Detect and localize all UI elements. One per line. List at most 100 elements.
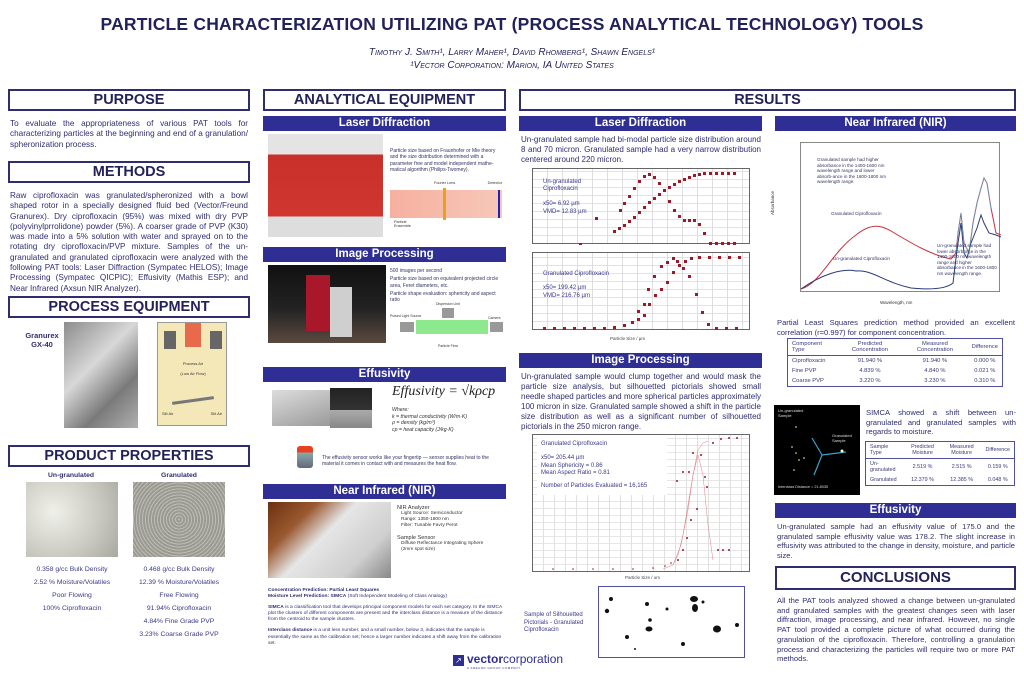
laser-chart2-points [543,256,741,330]
poster-title: PARTICLE CHARACTERIZATION UTILIZING PAT … [100,14,924,34]
simca-text: is a classification tool that develops p… [268,605,503,623]
filter-left [164,331,176,349]
dispersion-unit-label: Dispersion Unit [436,302,460,306]
property-item: 0.358 g/cc Bulk Density [36,566,108,573]
rotor-disc [171,396,215,405]
pls-table: Component Type Predicted Concentration M… [788,339,1002,386]
x50-stat: x50= 205.44 µm [541,455,585,461]
detector-label: Detector [487,181,502,185]
chart-label: Granulated Ciprofloxacin [541,441,608,447]
nir-equipment-bar: Near Infrared (NIR) [263,484,506,499]
effusivity-sensor-photo [297,446,313,468]
dispersion-unit-box [442,308,454,318]
qicpic-panel [330,287,352,337]
process-equipment-heading: PROCESS EQUIPMENT [8,296,250,318]
low-air-flow-label: (Low Air Flow) [180,371,206,376]
table-header: Sample Type Predicted Moisture Measured … [866,442,1014,459]
interclass-term: Interclass distance [268,628,313,634]
nir-series-ungranulated-label: Un-granulated Ciprofloxacin [833,256,890,261]
laser-xlabel: Particle Size / µm [610,336,646,341]
analyzer-specs: Light Source: Semiconductor Range: 1350-… [397,511,507,529]
table-row: Granulated 12.379 % 12.385 % 0.048 % [866,475,1014,485]
laptop-photo [330,388,372,428]
simca-text: SIMCA showed a shift between un-granulat… [866,408,1016,436]
granurex-diagram: Process Air (Low Air Flow) Slit Air Slit… [157,322,227,426]
spec: (2mm spot size) [401,547,436,552]
chart-vmd: VMD= 216.76 µm [543,293,590,299]
laser-chart-ungranulated: Un-granulated Ciprofloxacin x50= 6.92 µm… [532,168,750,245]
helos-photo [268,134,383,237]
silhouette-particles [604,596,739,650]
cell: Ciprofloxacin [792,358,826,364]
logo-bold: vector [467,652,504,666]
moisture-label: Moisture Level Prediction: SIMCA [268,594,347,600]
header-cell: Component Type [792,341,822,353]
header-cell: Difference [971,344,998,350]
logo-tagline: A FREUND GROUP COMPANY [467,666,521,670]
image-processing-bullets: 500 images per second Particle size base… [390,268,505,303]
cell: Fine PVP [792,368,817,374]
pls-text: Partial Least Squares prediction method … [777,318,1015,337]
where-label: Where: [392,407,409,413]
table-row: Un-granulated 2.519 % 2.515 % 0.159 % [866,459,1014,476]
methods-text: Raw ciprofloxacin was granulated/spheron… [10,191,248,293]
sensor-specs: Diffuse Reflectance Integrating Sphere (… [397,541,507,553]
cell: 12.385 % [950,477,974,483]
property-item: 100% Ciprofloxacin [42,605,102,612]
logo-arrow-icon: ↗ [453,655,464,666]
cell: 3.230 % [924,378,946,384]
definition: cp = heat capacity (J/kg·K) [392,426,454,433]
slit-air-right-label: Slit Air [210,411,222,416]
cell: 0.021 % [974,368,996,374]
nir-annotation-top: Granulated sample had higher absorbance … [817,157,886,185]
slit-air-left-label: Slit Air [162,411,174,416]
results-image-bar: Image Processing [519,353,762,368]
results-nir-bar: Near Infrared (NIR) [775,116,1016,131]
header-cell: Difference [985,447,1010,453]
property-item: 2.52 % Moisture/Volatiles [33,579,111,586]
spec: Range: 1350-1800 nm [401,517,449,522]
image-processing-bar: Image Processing [263,247,506,262]
bullet: Particle size based on equivalent projec… [390,276,499,289]
table-row: Coarse PVP 3.220 % 3.230 % 0.310 % [788,376,1002,386]
cell: 0.000 % [974,358,996,364]
spec: Diffuse Reflectance Integrating Sphere [401,541,484,546]
fourier-lens [443,188,446,220]
nir-chart: Granulated sample had higher absorbance … [800,142,1002,292]
detector [498,190,500,218]
results-laser-bar: Laser Diffraction [519,116,762,131]
cell: 0.048 % [987,477,1008,483]
laser-description: Particle size based on Fraunhofer or Mie… [390,148,496,173]
table-row: Fine PVP 4.839 % 4.840 % 0.021 % [788,366,1002,376]
property-item: 0.468 g/cc Bulk Density [143,566,215,573]
bullet: Particle shape evaluation: sphericity an… [390,290,496,304]
sample-sensor-label: Sample Sensor [397,535,436,541]
aspect-stat: Mean Aspect Ratio = 0.81 [541,470,610,476]
laser-chart-granulated: Granulated Ciprofloxacin x50= 199.42 µm … [532,252,750,330]
property-item: 91.94% Ciprofloxacin [146,605,212,612]
simca-term: SIMCA [268,605,284,611]
process-air-label: Process Air [182,361,204,366]
results-effusivity-bar: Effusivity [775,503,1016,518]
property-item: 12.39 % Moisture/Volatiles [138,579,220,586]
nir-method-notes: Concentration Prediction: Partial Least … [268,588,506,647]
silhouette-image [598,586,745,658]
cell: 91.940 % [922,358,948,364]
cell: 4.840 % [924,368,946,374]
simca-granulated-label: Granulated Sample [832,433,852,443]
count-stat: Number of Particles Evaluated = 16,165 [541,482,648,489]
cell: 2.515 % [951,464,972,470]
qicpic-xlabel: Particle Size / um [625,575,661,580]
ungranulated-photo [26,482,118,557]
camera-box [490,322,503,332]
qicpic-chart-points [552,437,738,570]
header-cell: Measured Concentration [916,341,953,353]
purpose-text: To evaluate the appropriateness of vario… [10,119,248,149]
spec: Light Source: Semiconductor [401,511,463,516]
qicpic-body [306,275,330,331]
interclass-text: is a unit less number, and a small numbe… [268,628,502,646]
sphericity-stat: Mean Sphericity = 0.86 [541,462,603,469]
granulated-photo [133,482,225,557]
product-properties-heading: PRODUCT PROPERTIES [8,445,250,467]
chart-vmd: VMD= 12.83 µm [543,209,587,215]
